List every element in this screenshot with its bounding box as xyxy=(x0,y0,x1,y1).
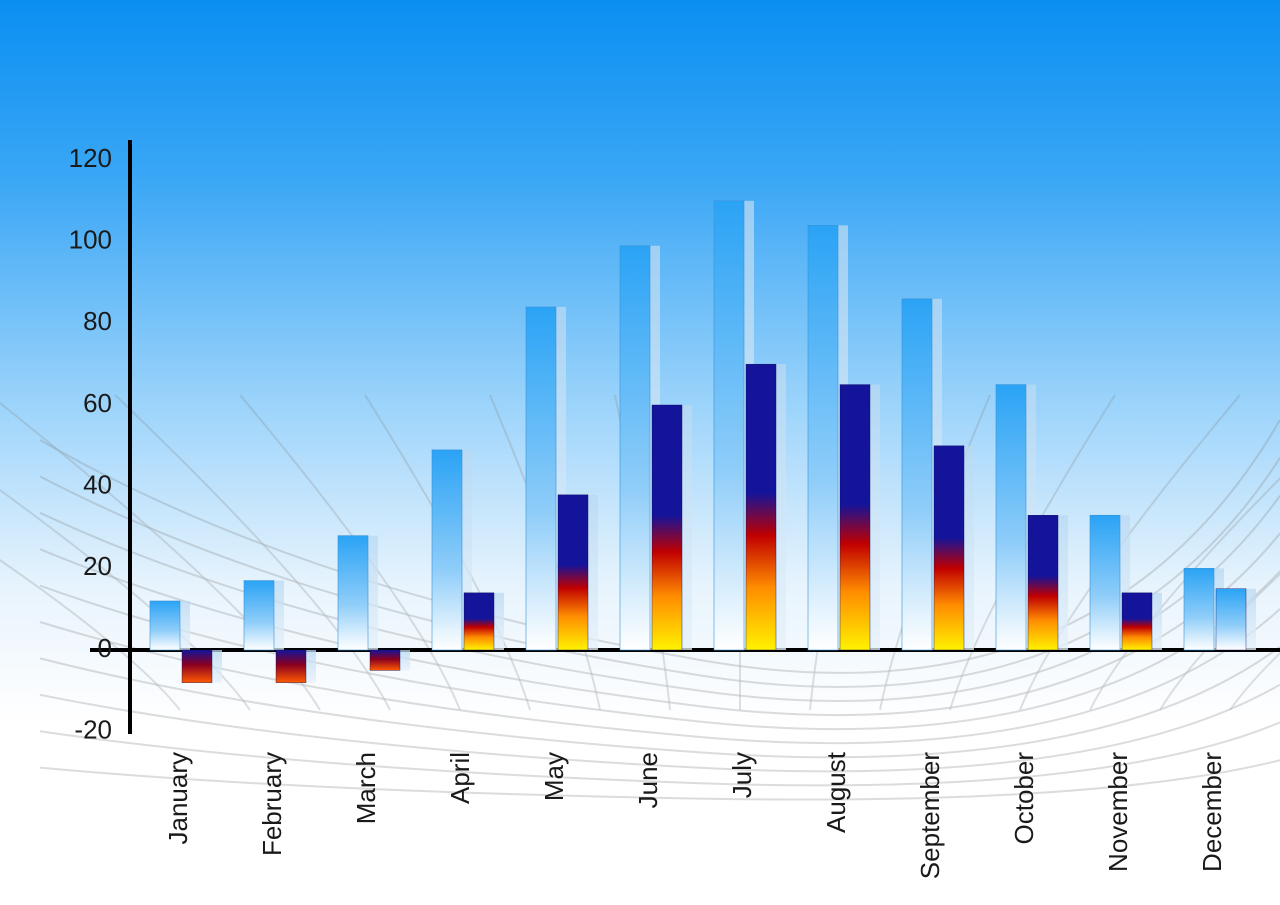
series1-bar xyxy=(714,201,744,650)
series1-bar xyxy=(338,536,368,650)
series1-bar xyxy=(526,307,556,650)
month-label: September xyxy=(915,752,945,880)
series1-bar xyxy=(808,225,838,650)
month-label: December xyxy=(1197,752,1227,872)
month-label: November xyxy=(1103,752,1133,872)
series1-bar xyxy=(902,299,932,650)
series1-bar xyxy=(150,601,180,650)
monthly-bar-chart: -20 0 20 40 60 80 100 120 January February March A… xyxy=(0,0,1280,905)
month-label: May xyxy=(539,752,569,801)
series1-bar xyxy=(620,246,650,650)
series2-bar xyxy=(652,405,682,650)
y-tick-label: 0 xyxy=(98,633,112,663)
month-label: August xyxy=(821,751,851,833)
series2-bar xyxy=(464,593,494,650)
month-label: July xyxy=(727,752,757,798)
y-tick-label: 100 xyxy=(69,225,112,255)
series2-bar xyxy=(370,650,400,670)
series2-bar xyxy=(1216,589,1246,650)
series2-bar xyxy=(558,495,588,650)
series2-bar xyxy=(934,446,964,650)
series2-bar xyxy=(182,650,212,683)
series2-bar xyxy=(1122,593,1152,650)
month-label: February xyxy=(257,752,287,856)
series1-bar xyxy=(996,385,1026,650)
bars-group xyxy=(150,201,1256,683)
month-label: March xyxy=(351,752,381,824)
series1-bar xyxy=(432,450,462,650)
month-label: June xyxy=(633,752,663,808)
y-tick-label: 20 xyxy=(83,551,112,581)
series2-bar xyxy=(746,364,776,650)
y-tick-label: 120 xyxy=(69,143,112,173)
series2-bar xyxy=(840,385,870,650)
series1-bar xyxy=(1090,515,1120,650)
series1-bar xyxy=(244,581,274,650)
month-label: October xyxy=(1009,752,1039,845)
series1-bar xyxy=(1184,568,1214,650)
month-label: April xyxy=(445,752,475,804)
x-month-labels: January February March April May June July Augu… xyxy=(163,751,1227,879)
y-tick-label: 60 xyxy=(83,388,112,418)
series2-bar xyxy=(1028,515,1058,650)
month-label: January xyxy=(163,752,193,845)
y-tick-label: 80 xyxy=(83,306,112,336)
series2-bar xyxy=(276,650,306,683)
y-tick-label: 40 xyxy=(83,470,112,500)
y-tick-label: -20 xyxy=(74,715,112,745)
y-tick-labels: -20 0 20 40 60 80 100 120 xyxy=(69,143,112,745)
chart-svg: -20 0 20 40 60 80 100 120 January February March A… xyxy=(0,0,1280,905)
